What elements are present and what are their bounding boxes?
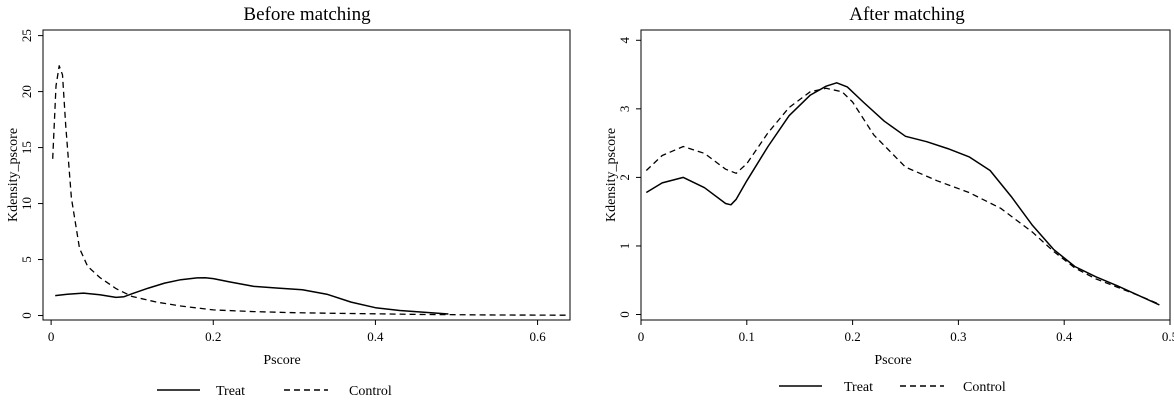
y-tick-label: 3 <box>617 106 632 113</box>
x-tick-label: 0.1 <box>739 329 755 344</box>
x-axis: 0 0.2 0.4 0.6 <box>48 320 546 344</box>
x-tick-label: 0.4 <box>1056 329 1073 344</box>
legend-label-control: Control <box>349 384 392 399</box>
series-group <box>645 82 1160 306</box>
y-tick-label: 20 <box>19 85 34 98</box>
x-tick-label: 0.2 <box>205 329 221 344</box>
y-axis: 0 1 2 3 4 <box>617 37 641 318</box>
x-axis-label: Pscore <box>263 353 300 368</box>
x-tick-label: 0.5 <box>1162 329 1174 344</box>
x-tick-label: 0.6 <box>529 329 546 344</box>
series-line-treat <box>645 82 1160 306</box>
y-tick-label: 5 <box>19 256 34 263</box>
chart-panel-before: Before matching 0 5 10 15 20 25 0 0.2 0.4 0.6 Ps… <box>6 4 571 399</box>
legend: Treat Control <box>779 380 1006 395</box>
series-group <box>52 65 566 316</box>
chart-panel-after: After matching 0 1 2 3 4 0 0.1 0.2 0.3 0.4 0.5 Ps… <box>604 4 1174 395</box>
chart-title: Before matching <box>243 4 371 25</box>
x-axis-label: Pscore <box>874 353 911 368</box>
y-tick-label: 4 <box>617 37 632 44</box>
x-tick-label: 0 <box>638 329 645 344</box>
x-axis: 0 0.1 0.2 0.3 0.4 0.5 <box>638 320 1174 344</box>
series-line-control <box>52 65 566 316</box>
y-tick-label: 25 <box>19 29 34 42</box>
y-axis: 0 5 10 15 20 25 <box>19 29 43 319</box>
y-tick-label: 0 <box>19 312 34 319</box>
legend-label-treat: Treat <box>844 380 873 395</box>
plot-frame <box>640 29 1171 321</box>
x-tick-label: 0.3 <box>950 329 966 344</box>
y-tick-label: 0 <box>617 311 632 318</box>
y-tick-label: 15 <box>19 141 34 154</box>
legend: Treat Control <box>157 384 392 399</box>
series-line-treat <box>55 276 449 315</box>
y-tick-label: 10 <box>19 197 34 210</box>
plot-frame <box>42 29 571 321</box>
chart-title: After matching <box>849 4 965 25</box>
x-tick-label: 0.4 <box>367 329 384 344</box>
x-tick-label: 0.2 <box>844 329 860 344</box>
y-axis-label: Kdensity_pscore <box>6 128 21 222</box>
y-axis-label: Kdensity_pscore <box>604 128 619 222</box>
y-tick-label: 2 <box>617 174 632 181</box>
legend-label-control: Control <box>963 380 1006 395</box>
y-tick-label: 1 <box>617 243 632 250</box>
series-line-control <box>645 87 1160 305</box>
legend-label-treat: Treat <box>216 384 245 399</box>
x-tick-label: 0 <box>48 329 55 344</box>
